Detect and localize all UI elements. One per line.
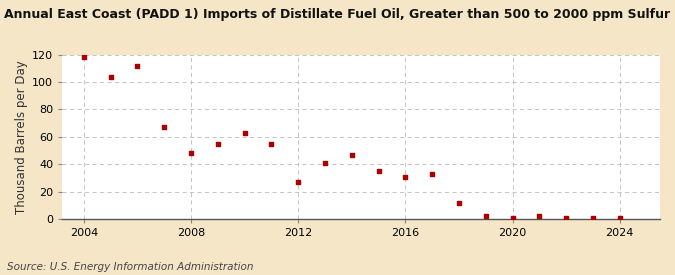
Point [186, 151, 196, 155]
Point [319, 161, 330, 165]
Point [507, 215, 518, 220]
Point [588, 215, 599, 220]
Point [614, 215, 625, 220]
Point [454, 200, 464, 205]
Y-axis label: Thousand Barrels per Day: Thousand Barrels per Day [15, 60, 28, 214]
Point [427, 172, 437, 176]
Point [481, 214, 491, 218]
Point [534, 214, 545, 218]
Point [239, 131, 250, 135]
Point [373, 169, 384, 173]
Point [132, 64, 143, 68]
Point [105, 75, 116, 79]
Point [561, 215, 572, 220]
Text: Source: U.S. Energy Information Administration: Source: U.S. Energy Information Administ… [7, 262, 253, 272]
Point [400, 174, 411, 179]
Point [293, 180, 304, 184]
Point [78, 55, 89, 60]
Point [266, 142, 277, 146]
Point [213, 142, 223, 146]
Point [159, 125, 169, 130]
Text: Annual East Coast (PADD 1) Imports of Distillate Fuel Oil, Greater than 500 to 2: Annual East Coast (PADD 1) Imports of Di… [5, 8, 670, 21]
Point [346, 152, 357, 157]
